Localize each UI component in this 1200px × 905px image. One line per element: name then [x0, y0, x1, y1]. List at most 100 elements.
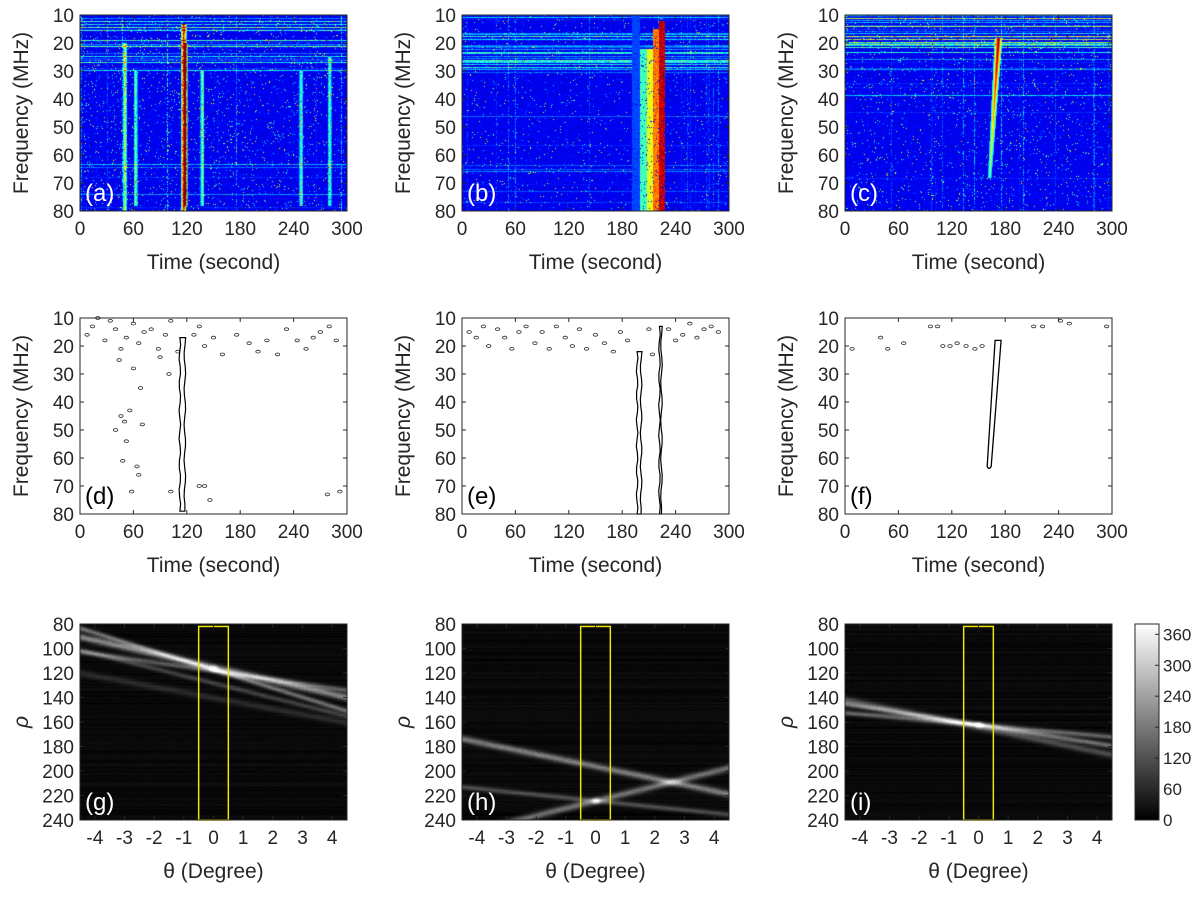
- x-tick-label: -1: [175, 828, 192, 849]
- contour-blob: [120, 458, 126, 463]
- contour-blob: [333, 338, 339, 343]
- y-tick-label: 160: [807, 713, 839, 734]
- hough-image: [462, 624, 729, 820]
- contour-blob: [196, 324, 202, 329]
- x-tick-label: 240: [660, 522, 692, 543]
- y-axis-label: Frequency (MHz): [10, 335, 33, 497]
- colorbar-tick-label: 120: [1163, 749, 1191, 768]
- y-tick-label: 20: [435, 34, 456, 55]
- axes-frame: [844, 14, 1113, 212]
- contour-blob: [665, 327, 672, 332]
- x-tick-label: 240: [660, 219, 692, 240]
- y-tick-label: 70: [53, 174, 74, 195]
- contour-blob: [927, 324, 934, 329]
- x-axis-label: Time (second): [147, 251, 280, 274]
- contour-blob: [148, 327, 154, 332]
- panel-label: (g): [85, 789, 114, 816]
- axes-frame: [461, 14, 730, 212]
- contour-blob: [141, 330, 147, 334]
- axes-frame: [844, 317, 1113, 515]
- y-tick-label: 40: [818, 90, 839, 111]
- y-axis-label: Frequency (MHz): [10, 32, 33, 194]
- contour-blob: [849, 346, 855, 351]
- contour-blob: [162, 332, 169, 337]
- y-tick-label: 80: [435, 615, 456, 636]
- spectrogram-image: [845, 15, 1112, 211]
- x-tick-label: 300: [1096, 219, 1128, 240]
- y-tick-label: 180: [42, 738, 74, 759]
- contour-blob: [317, 330, 323, 334]
- axes-frame: [79, 14, 348, 212]
- x-tick-label: 120: [553, 522, 585, 543]
- contour-blob: [168, 489, 174, 494]
- contour-blob: [947, 344, 953, 348]
- contour-blob: [954, 341, 960, 346]
- colorbar: 0 60 120 180 240 300 360: [1134, 623, 1191, 830]
- contour-blob: [694, 335, 700, 340]
- contour-blob: [155, 346, 161, 351]
- contour-blob: [113, 327, 119, 332]
- x-tick-label: 300: [331, 219, 363, 240]
- contour-blob: [592, 332, 599, 337]
- contour-blob: [885, 346, 891, 351]
- contour-blob: [569, 344, 575, 348]
- y-tick-label: 100: [42, 640, 74, 661]
- plot-area: [80, 318, 347, 514]
- x-tick-label: 60: [123, 219, 144, 240]
- colorbar-tick-label: 60: [1163, 780, 1182, 799]
- contour-blob: [1104, 324, 1110, 329]
- y-tick-label: 30: [818, 62, 839, 83]
- x-tick-label: -4: [851, 828, 868, 849]
- y-tick-label: 10: [818, 6, 839, 27]
- x-tick-label: 0: [457, 522, 468, 543]
- y-tick-label: 20: [818, 34, 839, 55]
- y-tick-label: 30: [53, 365, 74, 386]
- colorbar-tick-label: 300: [1163, 656, 1191, 675]
- contour-blob: [523, 324, 529, 329]
- contour-blob: [680, 332, 686, 337]
- y-tick-label: 50: [53, 421, 74, 442]
- panel-label: (h): [467, 789, 496, 816]
- x-tick-label: 60: [505, 522, 526, 543]
- x-tick-label: 0: [590, 828, 601, 849]
- contour-group: [462, 318, 729, 515]
- contour-blob: [294, 338, 300, 343]
- contour-blob: [326, 324, 332, 329]
- contour-blob: [546, 346, 552, 351]
- x-axis-label: θ (Degree): [163, 860, 263, 883]
- contour-blob: [672, 338, 679, 343]
- axes-b: 0 60 120 180 240 300 10 20 30 40 50 60 70 80 Time (sec…: [392, 6, 745, 274]
- x-tick-label: 3: [297, 828, 308, 849]
- y-tick-label: 40: [818, 393, 839, 414]
- x-tick-label: 2: [268, 828, 279, 849]
- contour-blob: [234, 332, 240, 337]
- y-tick-label: 200: [42, 762, 74, 783]
- y-axis-label: ρ: [775, 716, 798, 729]
- colorbar-tick-label: 240: [1163, 687, 1191, 706]
- x-tick-label: 0: [208, 828, 219, 849]
- x-axis-label: Time (second): [529, 554, 662, 577]
- y-tick-label: 40: [435, 393, 456, 414]
- contour-blob: [601, 341, 608, 346]
- contour-blob: [963, 344, 969, 348]
- axes-c: 0 60 120 180 240 300 10 20 30 40 50 60 70 80 Time (sec…: [775, 6, 1128, 274]
- contour-blob: [168, 318, 174, 323]
- contour-blob: [107, 318, 113, 323]
- contour-drift-burst: [986, 339, 1002, 470]
- axes-i: -4 -3 -2 -1 0 1 2 3 4 80 100 120 140 160 180 200 220 240 θ…: [775, 615, 1113, 883]
- y-tick-label: 180: [424, 738, 456, 759]
- x-axis-label: θ (Degree): [545, 860, 645, 883]
- x-tick-label: 180: [989, 522, 1021, 543]
- contour-burst: [178, 337, 187, 512]
- y-tick-label: 10: [435, 6, 456, 27]
- contour-blob: [1066, 321, 1072, 326]
- contour-blob: [532, 341, 538, 346]
- contour-blob: [191, 332, 197, 337]
- colorbar-tick-label: 0: [1163, 811, 1172, 830]
- x-tick-label: 1: [620, 828, 631, 849]
- contour-blob: [480, 324, 486, 329]
- y-tick-label: 140: [42, 689, 74, 710]
- contour-blob: [509, 346, 515, 351]
- contour-blob: [166, 372, 172, 376]
- y-tick-label: 20: [53, 337, 74, 358]
